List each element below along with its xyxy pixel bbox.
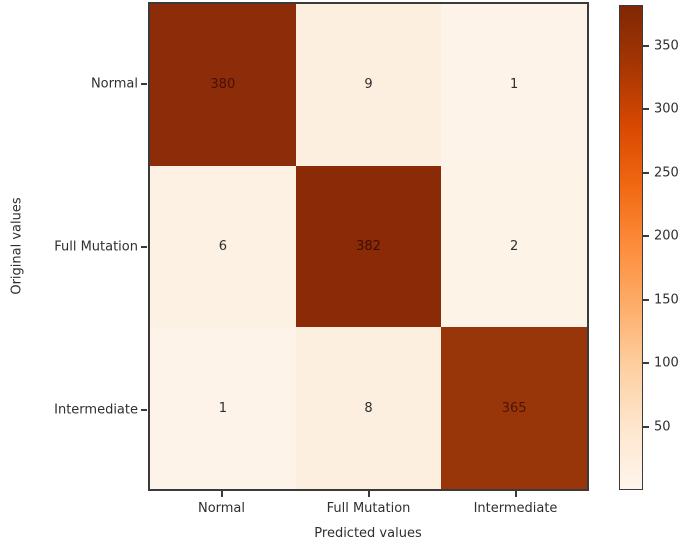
colorbar-tick-label-3: 200 — [654, 228, 679, 244]
cell-r2-c2: 365 — [441, 327, 587, 489]
y-tick-label-0: Normal — [90, 76, 138, 91]
cell-r0-c2: 1 — [441, 4, 587, 166]
cell-r1-c1: 382 — [295, 165, 442, 328]
y-tick-label-1: Full Mutation — [54, 239, 138, 254]
colorbar-tick-mark-0 — [643, 425, 649, 428]
y-tick-label-2: Intermediate — [54, 402, 138, 417]
y-axis-label: Original values — [9, 197, 25, 295]
cell-r2-c1: 8 — [295, 327, 442, 489]
colorbar-tick-label-5: 300 — [654, 101, 679, 117]
colorbar-tick-label-1: 100 — [654, 355, 679, 371]
cell-r2-c0: 1 — [150, 327, 296, 489]
heatmap-grid: 380 9 1 6 382 2 1 8 365 — [148, 2, 589, 491]
x-axis-label: Predicted values — [314, 526, 422, 541]
cell-r1-c0: 6 — [150, 165, 296, 328]
x-tick-label-1: Full Mutation — [326, 501, 411, 516]
cell-r0-c1: 9 — [295, 4, 442, 166]
colorbar-tick-label-0: 50 — [654, 419, 671, 435]
colorbar-tick-label-6: 350 — [654, 38, 679, 54]
y-tick-mark-2 — [141, 408, 147, 411]
colorbar-tick-label-2: 150 — [654, 292, 679, 308]
colorbar-tick-mark-6 — [643, 44, 649, 47]
colorbar-tick-mark-2 — [643, 298, 649, 301]
colorbar-tick-mark-1 — [643, 362, 649, 365]
x-tick-label-0: Normal — [197, 501, 246, 516]
y-tick-mark-1 — [141, 245, 147, 248]
cell-r1-c2: 2 — [441, 165, 587, 328]
y-tick-mark-0 — [141, 82, 147, 85]
x-tick-mark-1 — [367, 491, 370, 497]
colorbar-tick-mark-5 — [643, 108, 649, 111]
colorbar-tick-label-4: 250 — [654, 165, 679, 181]
colorbar — [619, 5, 643, 490]
x-tick-label-2: Intermediate — [473, 501, 558, 516]
x-tick-mark-2 — [514, 491, 517, 497]
x-tick-mark-0 — [220, 491, 223, 497]
colorbar-tick-mark-3 — [643, 235, 649, 238]
colorbar-tick-mark-4 — [643, 171, 649, 174]
cell-r0-c0: 380 — [150, 4, 296, 166]
